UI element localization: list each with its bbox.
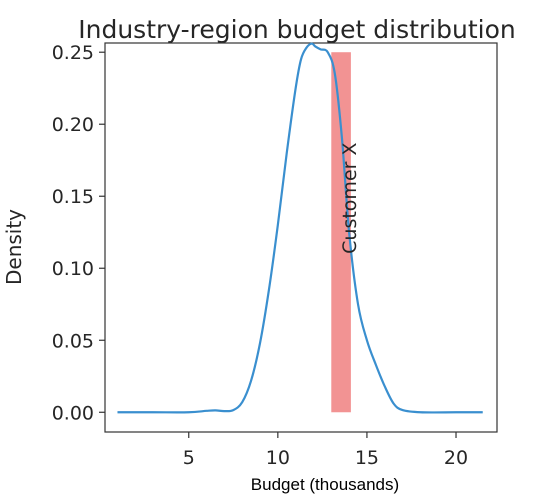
x-tick-label: 10 <box>266 447 290 469</box>
y-tick-label: 0.15 <box>52 186 94 208</box>
x-axis: 5 10 15 20 <box>183 432 468 469</box>
y-tick-label: 0.00 <box>52 402 94 424</box>
y-tick-label: 0.10 <box>52 258 94 280</box>
x-axis-label: Budget (thousands) <box>251 475 399 494</box>
y-tick-label: 0.05 <box>52 330 94 352</box>
y-tick-label: 0.25 <box>52 42 94 64</box>
x-tick-label: 5 <box>183 447 195 469</box>
x-tick-label: 20 <box>444 447 468 469</box>
y-tick-label: 0.20 <box>52 114 94 136</box>
customer-x-label: Customer X <box>339 142 361 253</box>
density-line <box>117 42 483 414</box>
x-tick-label: 15 <box>355 447 379 469</box>
plot-area: Customer X <box>104 42 498 433</box>
y-axis-label: Density <box>2 209 26 285</box>
axes-frame <box>104 42 498 433</box>
customer-x-band <box>331 52 351 413</box>
chart-title: Industry-region budget distribution <box>78 15 515 44</box>
y-axis: 0.00 0.05 0.10 0.15 0.20 0.25 <box>52 42 105 424</box>
